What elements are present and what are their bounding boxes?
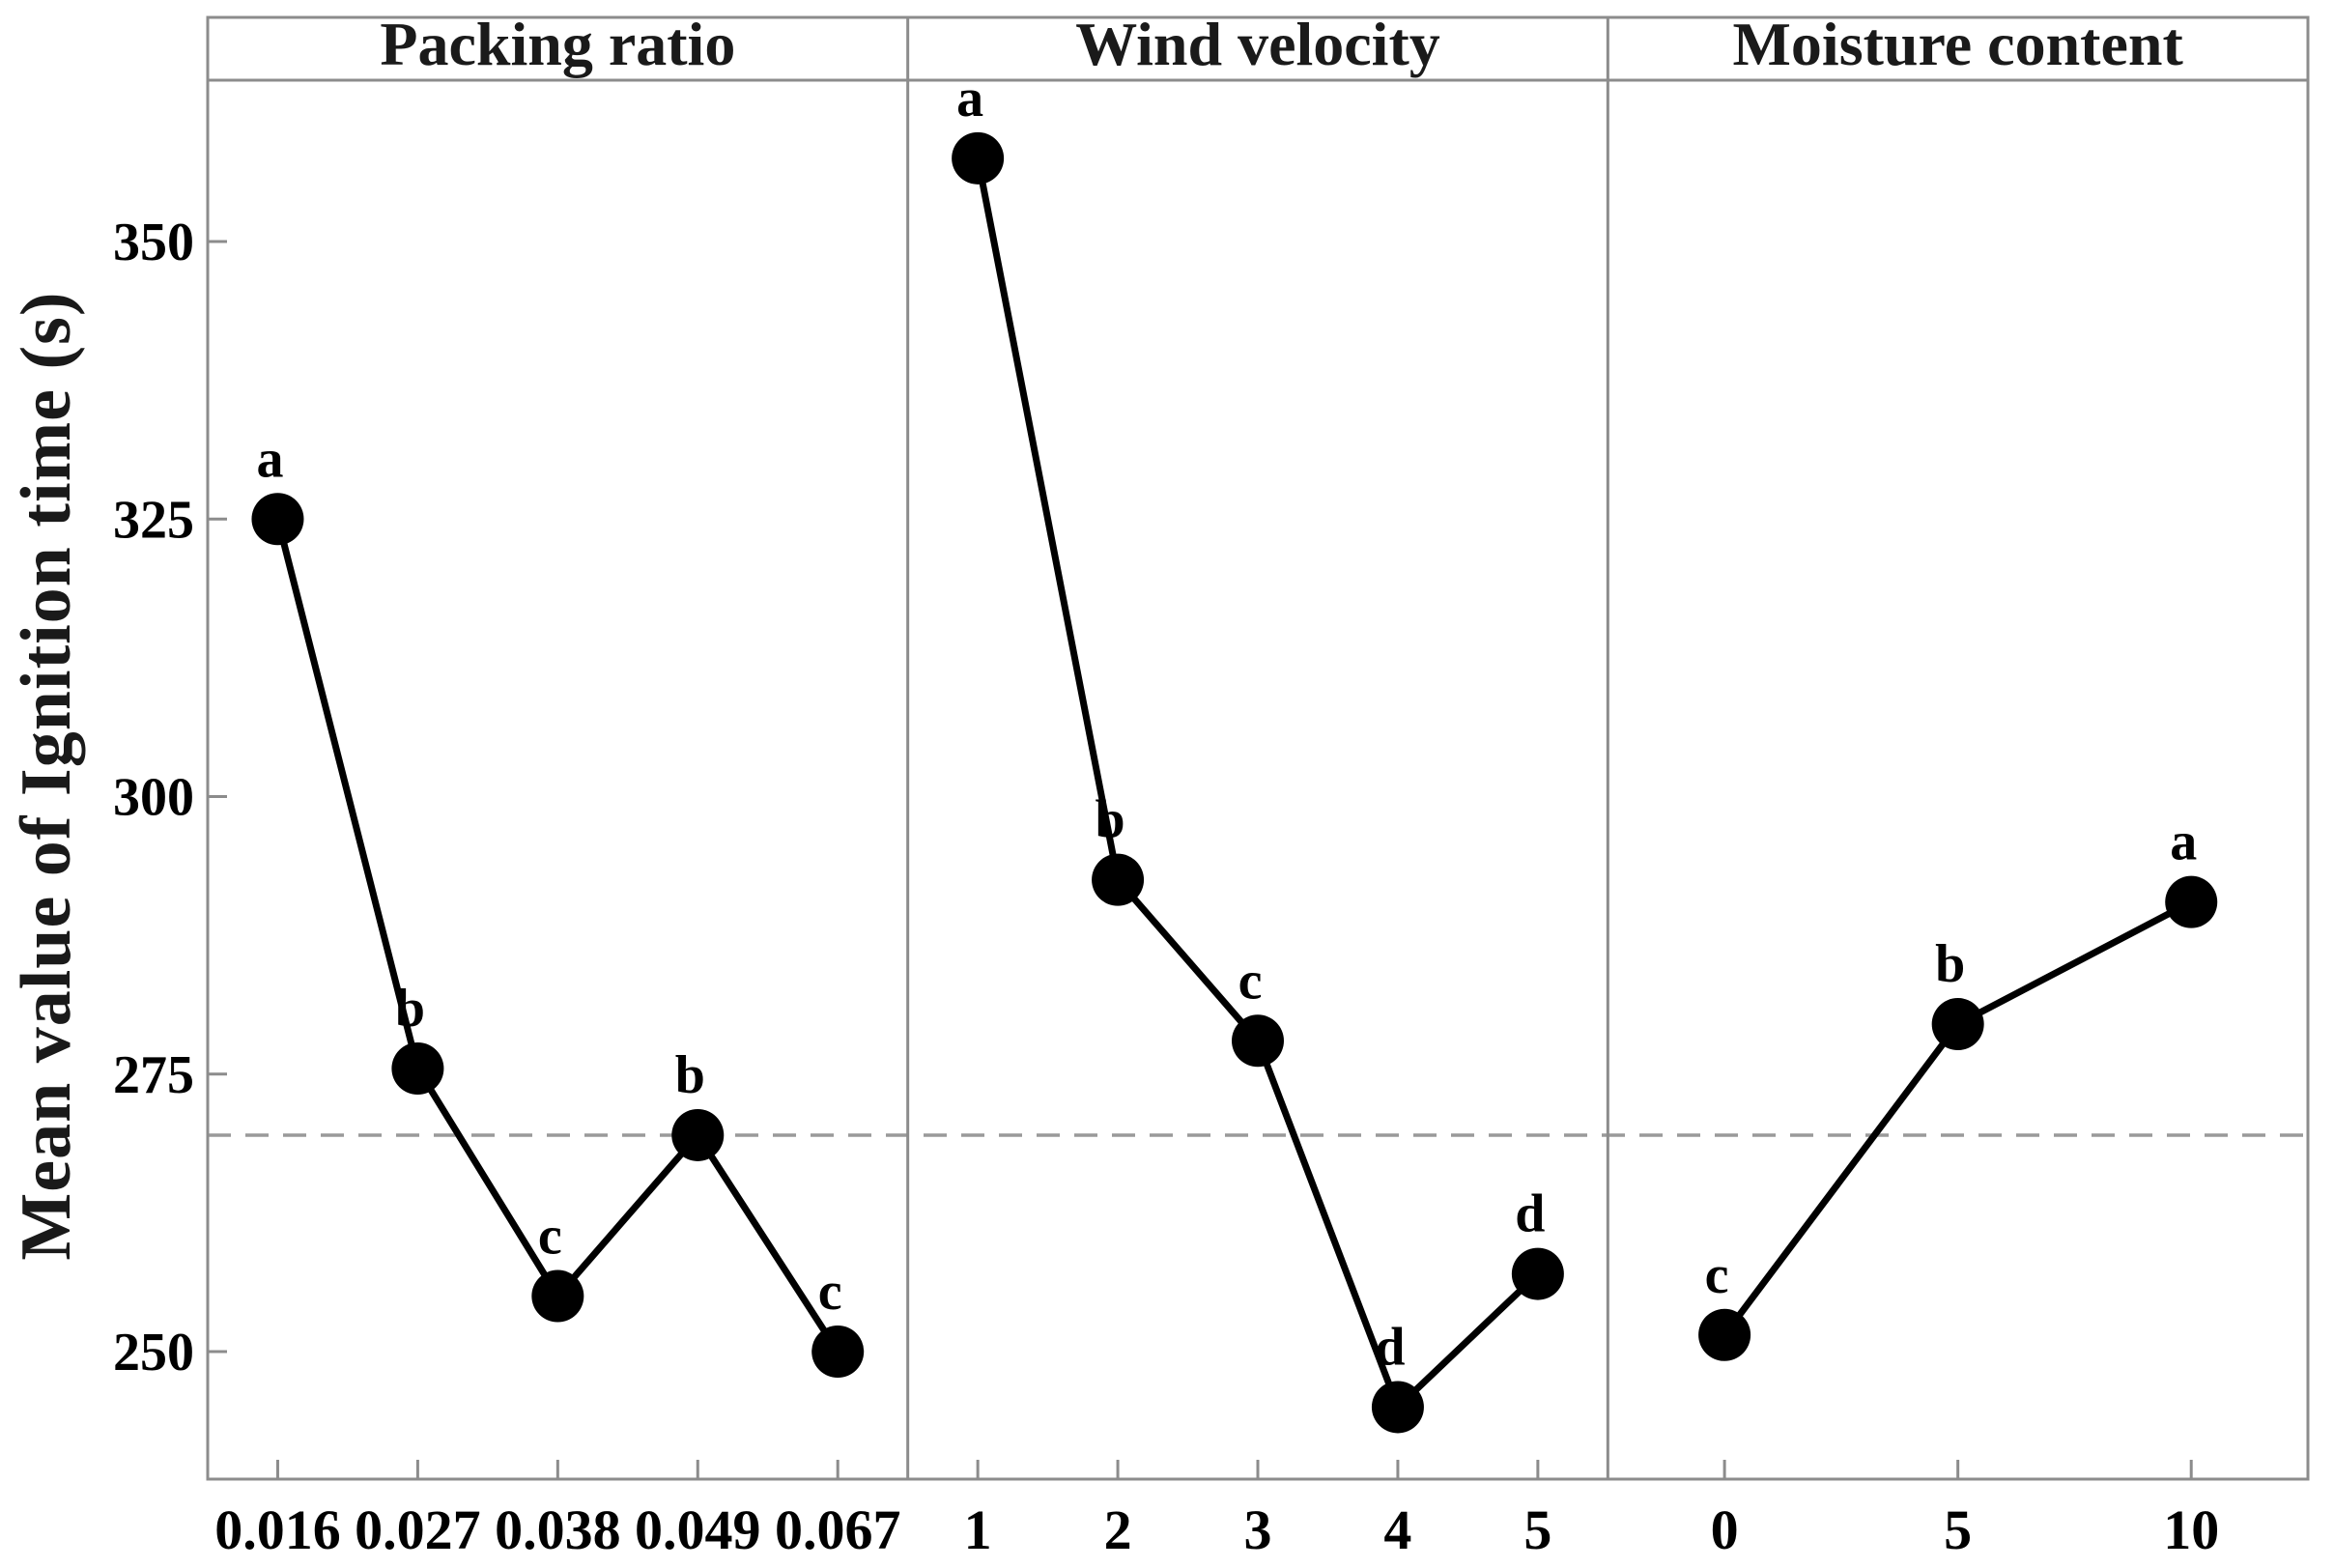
- x-tick-label: 3: [1244, 1498, 1272, 1561]
- x-tick-label: 4: [1383, 1498, 1411, 1561]
- panel-frame: [206, 15, 2310, 1481]
- significance-letter: c: [538, 1207, 562, 1267]
- data-point-marker: [251, 493, 304, 546]
- significance-letter: a: [2170, 813, 2197, 872]
- x-tick-label: 5: [1944, 1498, 1972, 1561]
- panel-title: Moisture content: [1733, 10, 2184, 78]
- panel-title: Wind velocity: [1075, 10, 1440, 78]
- data-point-marker: [391, 1042, 444, 1096]
- x-tick-label: 0.067: [775, 1498, 901, 1561]
- data-point-marker: [952, 131, 1005, 185]
- significance-letter: b: [675, 1045, 705, 1105]
- series-line: [974, 157, 1541, 1413]
- data-point-marker: [531, 1269, 584, 1323]
- y-tick-label: 250: [113, 1323, 194, 1383]
- significance-letter: d: [1375, 1317, 1405, 1377]
- significance-letter: b: [1935, 934, 1965, 994]
- y-tick-label: 300: [113, 768, 194, 828]
- significance-letter: a: [956, 69, 983, 128]
- significance-letter: c: [1238, 951, 1263, 1011]
- significance-letter: c: [1705, 1245, 1729, 1305]
- y-tick-label: 350: [113, 213, 194, 272]
- x-tick-label: 1: [964, 1498, 992, 1561]
- x-tick-label: 0.027: [355, 1498, 481, 1561]
- significance-letter: b: [395, 979, 425, 1039]
- y-axis-title: Mean value of Ignition time (s): [7, 291, 86, 1261]
- data-point-marker: [1371, 1381, 1424, 1434]
- significance-letter: b: [1095, 790, 1124, 850]
- data-point-marker: [811, 1326, 865, 1378]
- x-tick-label: 0.038: [495, 1498, 621, 1561]
- data-point-marker: [1931, 998, 1984, 1051]
- significance-letter: d: [1515, 1184, 1545, 1244]
- x-tick-label: 0: [1711, 1498, 1739, 1561]
- data-point-marker: [2165, 875, 2218, 928]
- x-tick-label: 0.016: [214, 1498, 341, 1561]
- x-tick-label: 10: [2163, 1498, 2219, 1561]
- y-tick-label: 325: [113, 490, 194, 550]
- data-point-marker: [671, 1108, 725, 1161]
- significance-letter: c: [818, 1262, 842, 1322]
- y-tick-label: 275: [113, 1045, 194, 1105]
- data-point-marker: [1511, 1247, 1564, 1300]
- data-point-marker: [1698, 1308, 1751, 1361]
- x-tick-label: 0.049: [635, 1498, 761, 1561]
- x-tick-label: 5: [1523, 1498, 1551, 1561]
- significance-letter: a: [256, 429, 283, 489]
- data-point-marker: [1092, 853, 1145, 906]
- panel-title: Packing ratio: [380, 10, 735, 78]
- data-point-marker: [1232, 1014, 1284, 1068]
- x-tick-label: 2: [1104, 1498, 1132, 1561]
